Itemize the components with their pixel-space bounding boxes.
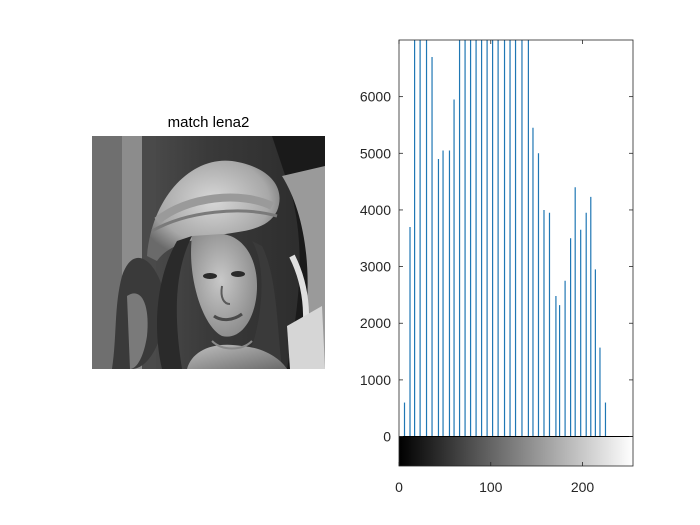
x-tick-label: 0 — [395, 479, 403, 495]
axes-box — [398, 39, 634, 467]
y-tick-label: 3000 — [360, 259, 391, 275]
y-tick-label: 1000 — [360, 372, 391, 388]
y-tick-label: 5000 — [360, 145, 391, 161]
y-tick-label: 4000 — [360, 202, 391, 218]
y-tick-label: 6000 — [360, 89, 391, 105]
y-tick-label: 0 — [383, 429, 391, 445]
y-tick-label: 2000 — [360, 315, 391, 331]
lena-image — [92, 136, 325, 369]
x-tick-label: 100 — [479, 479, 503, 495]
colorbar — [399, 436, 633, 466]
x-tick-label: 200 — [571, 479, 595, 495]
image-title: match lena2 — [167, 114, 250, 131]
